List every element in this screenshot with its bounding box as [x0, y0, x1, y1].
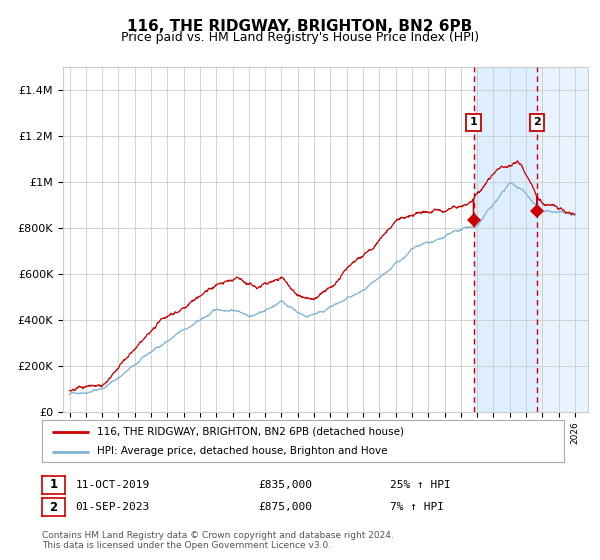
Text: Contains HM Land Registry data © Crown copyright and database right 2024.
This d: Contains HM Land Registry data © Crown c… — [42, 531, 394, 550]
Text: 11-OCT-2019: 11-OCT-2019 — [76, 480, 150, 490]
Text: 25% ↑ HPI: 25% ↑ HPI — [390, 480, 451, 490]
Bar — [473, 67, 537, 412]
Text: 1: 1 — [49, 478, 58, 492]
Bar — [537, 67, 588, 412]
Text: 01-SEP-2023: 01-SEP-2023 — [76, 502, 150, 512]
Text: Price paid vs. HM Land Registry's House Price Index (HPI): Price paid vs. HM Land Registry's House … — [121, 31, 479, 44]
Text: 116, THE RIDGWAY, BRIGHTON, BN2 6PB (detached house): 116, THE RIDGWAY, BRIGHTON, BN2 6PB (det… — [97, 427, 404, 437]
Text: 2: 2 — [533, 117, 541, 127]
Text: HPI: Average price, detached house, Brighton and Hove: HPI: Average price, detached house, Brig… — [97, 446, 388, 456]
Text: 2: 2 — [49, 501, 58, 514]
Text: 7% ↑ HPI: 7% ↑ HPI — [390, 502, 444, 512]
Text: £835,000: £835,000 — [258, 480, 312, 490]
Text: 116, THE RIDGWAY, BRIGHTON, BN2 6PB: 116, THE RIDGWAY, BRIGHTON, BN2 6PB — [127, 19, 473, 34]
Text: £875,000: £875,000 — [258, 502, 312, 512]
Text: 1: 1 — [470, 117, 478, 127]
